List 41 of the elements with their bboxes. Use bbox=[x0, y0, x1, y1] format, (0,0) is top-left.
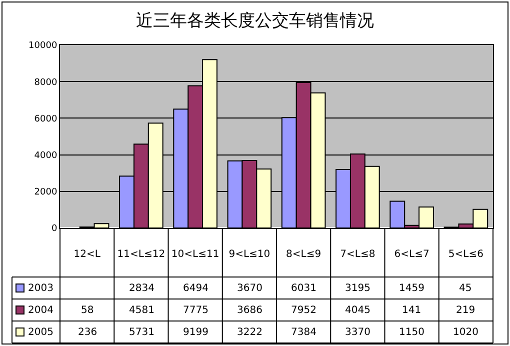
legend-label: 2005 bbox=[28, 327, 54, 338]
y-tick-label: 2000 bbox=[34, 188, 58, 198]
x-tick-label: 7<L≤8 bbox=[340, 249, 376, 260]
data-label: 3686 bbox=[237, 305, 262, 316]
data-label: 1459 bbox=[399, 283, 424, 294]
y-tick-label: 0 bbox=[51, 224, 58, 234]
x-tick-label: 12<L bbox=[74, 249, 101, 260]
y-tick-label: 8000 bbox=[34, 78, 58, 88]
data-label: 3670 bbox=[237, 283, 262, 294]
chart-title: 近三年各类长度公交车销售情况 bbox=[136, 10, 374, 31]
data-label: 6031 bbox=[291, 283, 316, 294]
data-label: 141 bbox=[402, 305, 422, 316]
data-label: 7952 bbox=[291, 305, 316, 316]
data-label: 4581 bbox=[129, 305, 154, 316]
data-label: 1020 bbox=[453, 327, 478, 338]
x-tick-label: 8<L≤9 bbox=[286, 249, 322, 260]
data-label: 3195 bbox=[345, 283, 370, 294]
x-tick-label: 9<L≤10 bbox=[228, 249, 270, 260]
data-label: 219 bbox=[456, 305, 476, 316]
y-tick-label: 4000 bbox=[34, 150, 58, 161]
legend-label: 2004 bbox=[28, 305, 54, 316]
data-label: 58 bbox=[81, 305, 94, 316]
y-tick-label: 6000 bbox=[34, 114, 58, 124]
data-label: 6494 bbox=[183, 283, 208, 294]
data-label: 45 bbox=[459, 283, 472, 294]
data-label: 4045 bbox=[345, 305, 370, 316]
x-tick-label: 6<L≤7 bbox=[394, 249, 430, 260]
data-label: 3370 bbox=[345, 327, 370, 338]
data-label: 7384 bbox=[291, 327, 316, 338]
y-tick-label: 10000 bbox=[28, 41, 58, 52]
data-label: 7775 bbox=[183, 305, 208, 316]
x-tick-label: 11<L≤12 bbox=[117, 249, 166, 260]
data-label: 236 bbox=[78, 327, 98, 338]
legend-label: 2003 bbox=[28, 283, 54, 294]
x-tick-label: 10<L≤11 bbox=[171, 249, 220, 260]
data-label: 9199 bbox=[183, 327, 208, 338]
x-tick-label: 5<L≤6 bbox=[448, 249, 484, 260]
data-label: 3222 bbox=[237, 327, 262, 338]
data-label: 2834 bbox=[129, 283, 154, 294]
data-label: 1150 bbox=[399, 327, 424, 338]
data-label: 5731 bbox=[129, 327, 154, 338]
